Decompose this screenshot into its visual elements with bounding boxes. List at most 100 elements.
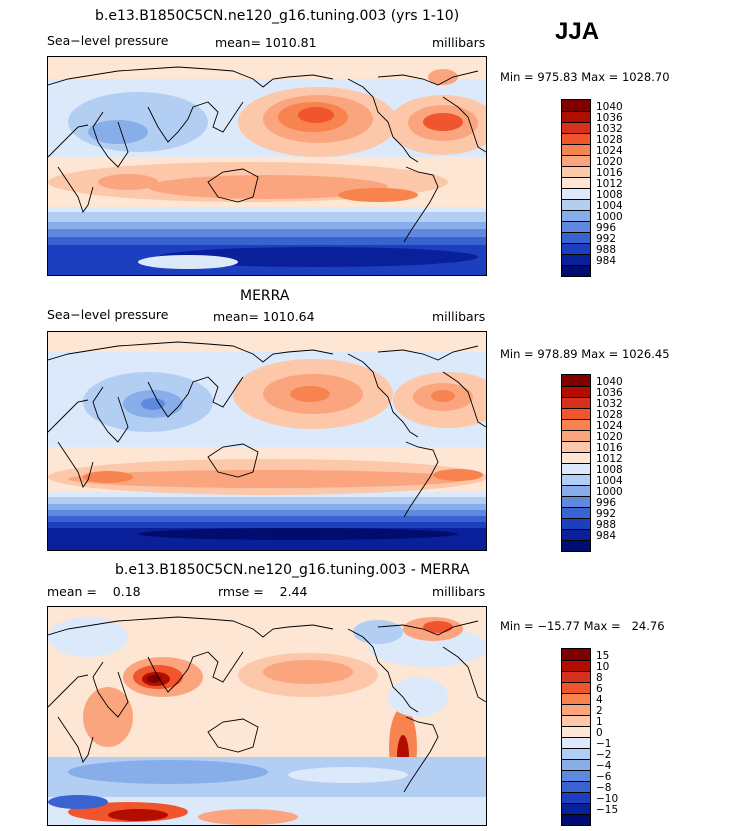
- colorbar-cell: [562, 507, 590, 518]
- colorbar-cell: [562, 737, 590, 748]
- panel2-title: MERRA: [240, 288, 290, 304]
- panel1-field: [48, 57, 486, 275]
- colorbar-cell: [562, 452, 590, 463]
- panel1-mean-label: mean= 1010.81: [215, 35, 317, 50]
- panel1-cb-label: 1000: [596, 211, 623, 223]
- panel3-cb-label: −2: [596, 749, 612, 761]
- panel1-cb-label: 1040: [596, 101, 623, 113]
- panel2-cb-label: 1008: [596, 464, 623, 476]
- colorbar-cell: [562, 199, 590, 210]
- colorbar-cell: [562, 441, 590, 452]
- panel1-cb-label: 1008: [596, 189, 623, 201]
- colorbar-cell: [562, 463, 590, 474]
- panel3-cb-label: −8: [596, 782, 612, 794]
- panel3-map: [47, 606, 487, 826]
- panel2-cb-label: 1040: [596, 376, 623, 388]
- panel2-mean-label: mean= 1010.64: [213, 309, 315, 324]
- colorbar-cell: [562, 419, 590, 430]
- panel1-cb-label: 988: [596, 244, 617, 256]
- panel2-cb-label: 1020: [596, 431, 623, 443]
- colorbar-cell: [562, 166, 590, 177]
- colorbar-cell: [562, 770, 590, 781]
- panel1-cb-label: 1028: [596, 134, 623, 146]
- colorbar-cell: [562, 781, 590, 792]
- colorbar-cell: [562, 111, 590, 122]
- panel1-units-label: millibars: [432, 35, 486, 50]
- panel1-left-label: Sea−level pressure: [47, 33, 169, 48]
- colorbar-cell: [562, 188, 590, 199]
- colorbar-cell: [562, 518, 590, 529]
- panel2-units-label: millibars: [432, 309, 486, 324]
- panel2-cb-label: 988: [596, 519, 617, 531]
- panel1-cb-label: 1012: [596, 178, 623, 190]
- panel1-cb-label: 984: [596, 255, 617, 267]
- panel3-colorbar: [561, 648, 591, 826]
- panel2-cb-label: 1032: [596, 398, 623, 410]
- colorbar-cell: [562, 792, 590, 803]
- panel3-cb-label: 0: [596, 727, 603, 739]
- panel2-cb-label: 1024: [596, 420, 623, 432]
- panel3-cb-label: 15: [596, 650, 610, 662]
- panel1-cb-label: 1024: [596, 145, 623, 157]
- colorbar-cell: [562, 814, 590, 825]
- colorbar-cell: [562, 397, 590, 408]
- panel2-cb-label: 984: [596, 530, 617, 542]
- colorbar-cell: [562, 177, 590, 188]
- colorbar-cell: [562, 254, 590, 265]
- panel3-cb-label: −4: [596, 760, 612, 772]
- panel3-cb-label: 8: [596, 672, 603, 684]
- colorbar-cell: [562, 529, 590, 540]
- panel3-cb-label: 4: [596, 694, 603, 706]
- colorbar-cell: [562, 133, 590, 144]
- panel3-title: b.e13.B1850C5CN.ne120_g16.tuning.003 - M…: [115, 562, 470, 578]
- colorbar-cell: [562, 715, 590, 726]
- colorbar-cell: [562, 803, 590, 814]
- panel2-cb-label: 1004: [596, 475, 623, 487]
- colorbar-cell: [562, 386, 590, 397]
- panel3-rmse-label: rmse = 2.44: [218, 584, 308, 599]
- panel1-cb-label: 992: [596, 233, 617, 245]
- panel2-cb-label: 1028: [596, 409, 623, 421]
- colorbar-cell: [562, 496, 590, 507]
- colorbar-cell: [562, 144, 590, 155]
- colorbar-cell: [562, 122, 590, 133]
- panel2-cb-label: 1016: [596, 442, 623, 454]
- colorbar-cell: [562, 474, 590, 485]
- panel1-minmax: Min = 975.83 Max = 1028.70: [500, 70, 670, 84]
- panel3-mean-label: mean = 0.18: [47, 584, 141, 599]
- panel3-cb-label: −6: [596, 771, 612, 783]
- colorbar-cell: [562, 660, 590, 671]
- colorbar-cell: [562, 265, 590, 276]
- colorbar-cell: [562, 430, 590, 441]
- panel3-cb-label: 6: [596, 683, 603, 695]
- panel3-cb-label: −15: [596, 804, 619, 816]
- colorbar-cell: [562, 748, 590, 759]
- panel2-field: [48, 332, 486, 550]
- colorbar-cell: [562, 759, 590, 770]
- colorbar-cell: [562, 408, 590, 419]
- panel1-cb-label: 1004: [596, 200, 623, 212]
- panel2-left-label: Sea−level pressure: [47, 307, 169, 322]
- colorbar-cell: [562, 704, 590, 715]
- panel3-cb-label: −1: [596, 738, 612, 750]
- colorbar-cell: [562, 671, 590, 682]
- panel1-title: b.e13.B1850C5CN.ne120_g16.tuning.003 (yr…: [95, 8, 460, 24]
- panel2-cb-label: 1012: [596, 453, 623, 465]
- panel2-cb-label: 992: [596, 508, 617, 520]
- colorbar-cell: [562, 375, 590, 386]
- panel3-cb-label: 1: [596, 716, 603, 728]
- panel1-cb-label: 1032: [596, 123, 623, 135]
- colorbar-cell: [562, 221, 590, 232]
- panel3-units-label: millibars: [432, 584, 486, 599]
- panel3-cb-label: 10: [596, 661, 610, 673]
- panel2-map: [47, 331, 487, 551]
- panel3-field: [48, 607, 486, 825]
- panel2-cb-label: 1000: [596, 486, 623, 498]
- colorbar-cell: [562, 210, 590, 221]
- colorbar-cell: [562, 693, 590, 704]
- panel2-cb-label: 1036: [596, 387, 623, 399]
- panel3-cb-label: −10: [596, 793, 619, 805]
- colorbar-cell: [562, 485, 590, 496]
- panel1-map: [47, 56, 487, 276]
- panel1-cb-label: 1016: [596, 167, 623, 179]
